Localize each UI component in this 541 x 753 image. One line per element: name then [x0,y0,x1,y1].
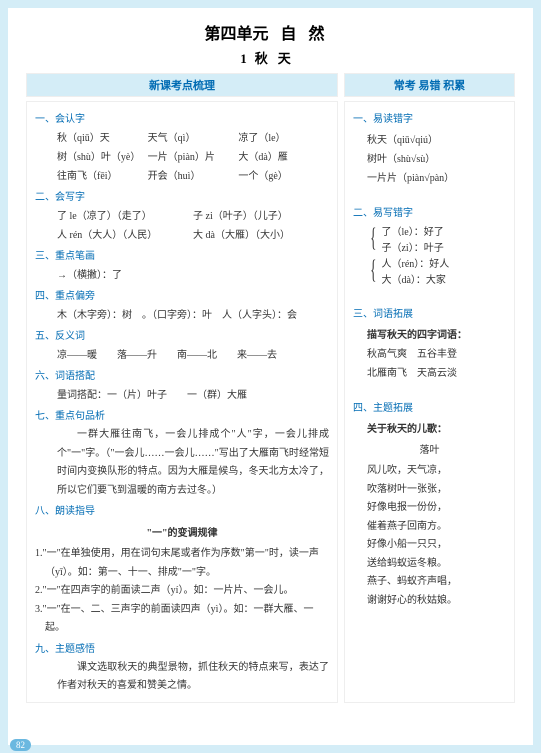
s1r1a: 秋（qiū）天 [57,129,148,148]
lesson-num: 1 [240,51,247,66]
rs3-r2: 北雁南飞 天高云淡 [353,364,506,383]
rs3-r1: 秋高气爽 五谷丰登 [353,345,506,364]
s1-row2: 树（shù）叶（yè） 一片（piàn）片 大（dà）雁 [35,148,329,167]
poem-l1: 风儿吹，天气凉， [353,462,506,481]
sec5-h: 五、反义词 [35,327,329,346]
s8-n1: 1."一"在单独使用，用在词句末尾或者作为序数"第一"时，读一声（yī）。如：第… [35,545,329,582]
bar-right: 常考 易错 积累 [344,73,515,97]
sec6-h: 六、词语搭配 [35,367,329,386]
s1-row1: 秋（qiū）天 天气（qì） 凉了（le） [35,129,329,148]
page-number: 82 [10,739,31,751]
rs1-h: 一、易读错字 [353,110,506,129]
poem-l6: 送给蚂蚁运冬粮。 [353,555,506,574]
content: 一、会认字 秋（qiū）天 天气（qì） 凉了（le） 树（shù）叶（yè） … [26,101,515,703]
s1r2a: 树（shù）叶（yè） [57,148,148,167]
s2-row2: 人 rén（大人）（人民） 大 dà（大雁）（大小） [35,226,329,245]
s2r2b: 大 dà（大雁）（大小） [193,226,329,245]
rs4-h: 四、主题拓展 [353,399,506,418]
s8-n2: 2."一"在四声字的前面读二声（yí）。如：一片片、一会儿。 [35,582,329,601]
s2r1a: 了 le（凉了）（走了） [57,207,193,226]
rs2-b1a: 了（le）：好了 [381,225,443,241]
rs2-b2a: 人（rén）：好人 [381,257,449,273]
brace-icon: { [370,257,376,289]
sec2-h: 二、会写字 [35,188,329,207]
brace1: { 了（le）：好了 子（zi）：叶子 [367,225,506,257]
poem-l8: 谢谢好心的秋姑娘。 [353,592,506,611]
sec3-h: 三、重点笔画 [35,247,329,266]
lesson-name: 秋天 [255,51,301,66]
sec4-h: 四、重点偏旁 [35,287,329,306]
s1r2c: 大（dà）雁 [238,148,329,167]
poem-l2: 吹落树叶一张张， [353,481,506,500]
rs2-b2b: 大（dà）：大家 [381,273,449,289]
s2r2a: 人 rén（大人）（人民） [57,226,193,245]
unit-sub: 自然 [281,26,337,43]
unit-label: 第四单元 [204,26,268,43]
unit-title: 第四单元自然 [26,20,515,44]
s8-list: 1."一"在单独使用，用在词句末尾或者作为序数"第一"时，读一声（yī）。如：第… [35,545,329,638]
brace-icon: { [370,225,376,257]
s3-b: →（横撇）：了 [35,266,329,285]
brace2: { 人（rén）：好人 大（dà）：大家 [367,257,506,289]
bar-left: 新课考点梳理 [26,73,338,97]
s1r3c: 一个（gè） [238,167,329,186]
s1r2b: 一片（piàn）片 [148,148,239,167]
rs2-h: 二、易写错字 [353,204,506,223]
s1r1b: 天气（qì） [148,129,239,148]
sec1-h: 一、会认字 [35,110,329,129]
s5-b: 凉——暖 落——升 南——北 来——去 [35,346,329,365]
s4-b: 木（木字旁）：树 。（口字旁）：叶 人（人字头）：会 [35,306,329,325]
lesson-title: 1 秋天 [26,48,515,67]
poem-l3: 好像电报一份份， [353,499,506,518]
rule-title: "一"的变调规律 [35,524,329,543]
section-bars: 新课考点梳理 常考 易错 积累 [26,73,515,97]
sec7-h: 七、重点句品析 [35,407,329,426]
rs1-r2: 树叶（shù√sù） [353,150,506,169]
s7-p: 一群大雁往南飞，一会儿排成个"人"字，一会儿排成个"一"字。（"一会儿……一会儿… [35,426,329,500]
rs1-r3: 一片片（piàn√pàn） [353,169,506,188]
poem-l7: 燕子、蚂蚁齐声唱， [353,573,506,592]
s6-b: 量词搭配：一（片）叶子 一（群）大雁 [35,386,329,405]
poem-title: 落叶 [353,441,506,460]
sec8-h: 八、朗读指导 [35,502,329,521]
s2-row1: 了 le（凉了）（走了） 子 zi（叶子）（儿子） [35,207,329,226]
poem: 落叶 风儿吹，天气凉， 吹落树叶一张张， 好像电报一份份， 催着燕子回南方。 好… [353,441,506,610]
rs3-sub: 描写秋天的四字词语： [353,326,506,345]
s8-n3: 3."一"在一、二、三声字的前面读四声（yì）。如：一群大雁、一起。 [35,601,329,638]
s1r1c: 凉了（le） [238,129,329,148]
poem-l5: 好像小船一只只， [353,536,506,555]
s1r3b: 开会（huì） [148,167,239,186]
right-column: 一、易读错字 秋天（qiū√qiú） 树叶（shù√sù） 一片片（piàn√p… [344,101,515,703]
sec9-h: 九、主题感悟 [35,640,329,659]
s2r1b: 子 zi（叶子）（儿子） [193,207,329,226]
rs4-sub: 关于秋天的儿歌： [353,420,506,439]
s1r3a: 往南飞（fēi） [57,167,148,186]
s1-row3: 往南飞（fēi） 开会（huì） 一个（gè） [35,167,329,186]
rs2-b1b: 子（zi）：叶子 [381,241,443,257]
s9-p: 课文选取秋天的典型景物，抓住秋天的特点来写，表达了作者对秋天的喜爱和赞美之情。 [35,659,329,696]
rs1-r1: 秋天（qiū√qiú） [353,131,506,150]
header: 第四单元自然 1 秋天 [26,20,515,67]
rs3-h: 三、词语拓展 [353,305,506,324]
left-column: 一、会认字 秋（qiū）天 天气（qì） 凉了（le） 树（shù）叶（yè） … [26,101,338,703]
poem-l4: 催着燕子回南方。 [353,518,506,537]
